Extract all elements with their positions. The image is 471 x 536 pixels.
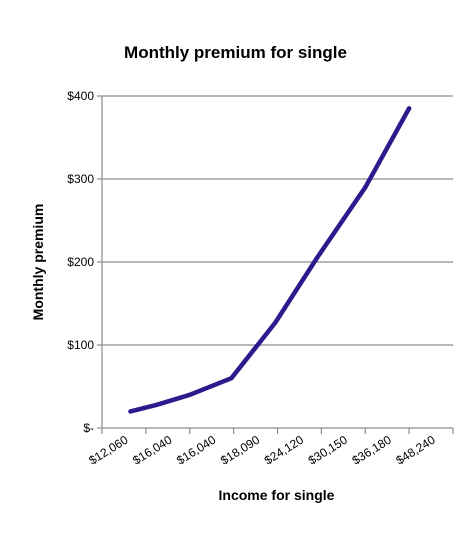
series-line [128, 106, 412, 414]
x-axis-title: Income for single [218, 487, 335, 503]
data-point-1 [154, 402, 160, 407]
y-tick-label-4: $400 [67, 89, 94, 103]
x-tick-label-5: $30,150 [306, 433, 350, 468]
y-tick-label-1: $100 [67, 338, 94, 352]
x-tick-label-1: $16,040 [130, 433, 174, 468]
data-point-0 [128, 409, 133, 414]
data-point-2 [187, 392, 192, 397]
data-point-3 [229, 376, 234, 381]
x-tick-label-0: $12,060 [86, 433, 130, 468]
x-tick-label-4: $24,120 [262, 433, 306, 468]
data-point-7 [406, 106, 412, 111]
x-tick-label-3: $18,090 [218, 433, 262, 468]
y-tick-label-2: $200 [67, 255, 94, 269]
x-tick-label-2: $16,040 [174, 433, 218, 468]
y-tick-label-3: $300 [67, 172, 94, 186]
data-point-6 [363, 185, 368, 190]
x-tick-label-7: $48,240 [393, 433, 437, 468]
data-point-4 [273, 320, 278, 325]
chart-title: Monthly premium for single [124, 43, 347, 62]
y-tick-label-0: $- [83, 421, 94, 435]
data-point-5 [314, 255, 320, 261]
x-tick-label-6: $36,180 [350, 433, 394, 468]
